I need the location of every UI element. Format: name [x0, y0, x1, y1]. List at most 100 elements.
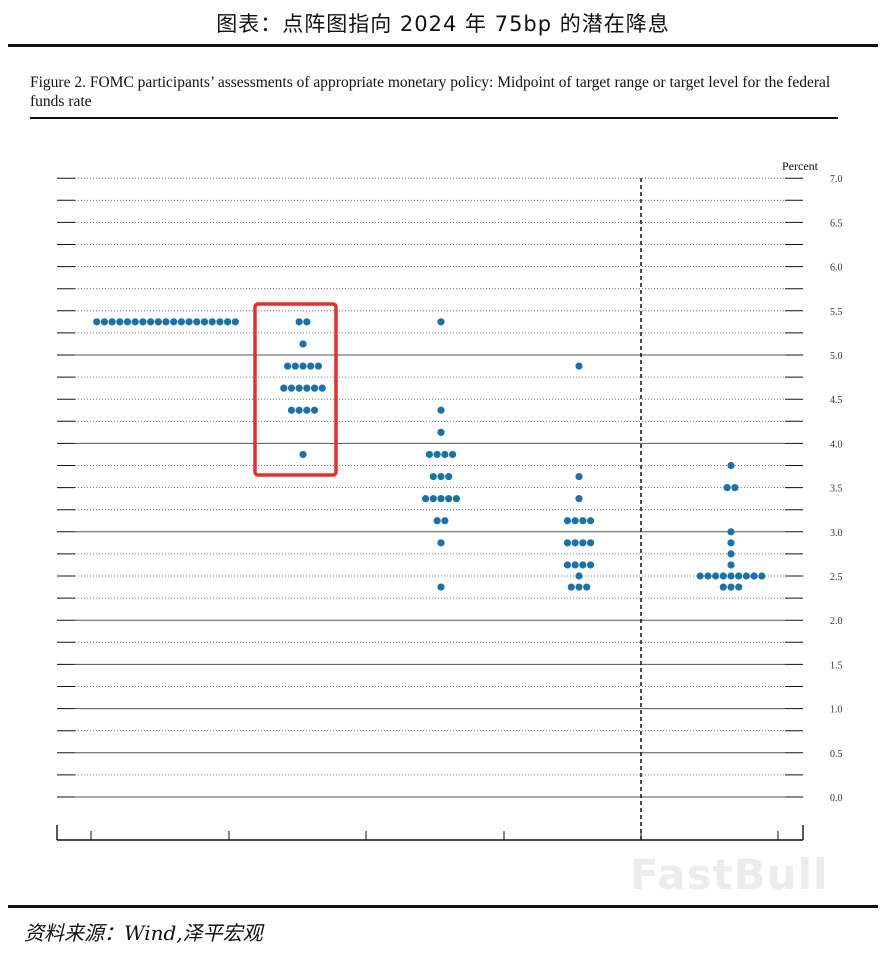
- participant-dot: [429, 472, 437, 481]
- participant-dot: [586, 539, 595, 547]
- participant-dot: [310, 384, 319, 392]
- participant-dot: [563, 561, 572, 569]
- highlight-box-2024: [253, 302, 338, 477]
- participant-dot: [314, 362, 322, 370]
- participant-dot: [437, 406, 445, 414]
- participant-dot: [177, 318, 185, 326]
- participant-dot: [299, 362, 307, 370]
- y-tick-label: 5.0: [830, 351, 843, 362]
- participant-dot: [200, 318, 209, 326]
- participant-dot: [583, 583, 591, 591]
- participant-dot: [299, 450, 307, 459]
- participant-dot: [284, 362, 292, 370]
- participant-dot: [303, 384, 311, 392]
- participant-dot: [445, 495, 453, 503]
- participant-dot: [567, 583, 575, 591]
- participant-dot: [563, 517, 572, 525]
- title-rule: [8, 44, 878, 47]
- participant-dot: [108, 318, 116, 326]
- participant-dot: [295, 318, 303, 326]
- participant-dots: [93, 318, 766, 591]
- participant-dot: [318, 384, 326, 392]
- participant-dot: [727, 561, 735, 569]
- grid-lines: [57, 177, 803, 798]
- source-note: 资料来源：Wind,泽平宏观: [24, 921, 263, 945]
- figure-caption: Figure 2. FOMC participants’ assessments…: [30, 74, 831, 110]
- y-tick-label: 4.0: [830, 439, 843, 450]
- participant-dot: [727, 461, 735, 470]
- participant-dot: [147, 318, 155, 326]
- participant-dot: [575, 362, 583, 370]
- participant-dot: [429, 495, 437, 503]
- participant-dot: [704, 572, 712, 580]
- participant-dot: [123, 318, 132, 326]
- participant-dot: [696, 572, 704, 580]
- participant-dot: [575, 495, 583, 503]
- participant-dot: [433, 517, 441, 525]
- participant-dot: [287, 406, 296, 414]
- participant-dot: [116, 318, 124, 326]
- participant-dot: [727, 583, 735, 591]
- participant-dot: [425, 450, 434, 459]
- participant-dot: [735, 572, 743, 580]
- y-tick-label: 5.5: [830, 307, 843, 318]
- y-tick-label: 1.5: [830, 660, 843, 671]
- y-tick-label: 0.0: [830, 793, 843, 804]
- participant-dot: [586, 517, 595, 525]
- participant-dot: [719, 572, 727, 580]
- participant-dot: [437, 318, 445, 326]
- y-tick-label: 4.5: [830, 395, 843, 406]
- participant-dot: [162, 318, 170, 326]
- participant-dot: [719, 583, 727, 591]
- participant-dot: [231, 318, 239, 326]
- participant-dot: [307, 362, 315, 370]
- participant-dot: [437, 539, 445, 547]
- participant-dot: [727, 539, 735, 547]
- y-tick-label: 3.5: [830, 484, 843, 495]
- participant-dot: [575, 572, 583, 580]
- participant-dot: [723, 484, 731, 492]
- participant-dot: [437, 583, 445, 591]
- y-tick-label: 7.0: [830, 174, 843, 185]
- participant-dot: [303, 406, 311, 414]
- y-tick-label: 3.0: [830, 528, 843, 539]
- dot-plot-chart: 0.0 0.5 1.0 1.5 2.0 2.5 3.0 3.5 4.0 4.5 5.0 5.5 6.0 6…: [56, 159, 843, 841]
- footer-rule: [8, 905, 878, 908]
- participant-dot: [100, 318, 108, 326]
- caption-rule: [30, 117, 838, 119]
- participant-dot: [437, 495, 445, 503]
- participant-dot: [303, 318, 311, 326]
- participant-dot: [571, 561, 579, 569]
- participant-dot: [139, 318, 147, 326]
- participant-dot: [433, 450, 441, 459]
- participant-dot: [579, 517, 587, 525]
- page-title: 图表：点阵图指向 2024 年 75bp 的潜在降息: [216, 12, 670, 36]
- participant-dot: [452, 495, 460, 503]
- y-tick-label: 6.5: [830, 218, 843, 229]
- participant-dot: [441, 450, 449, 459]
- participant-dot: [571, 517, 579, 525]
- y-tick-label: 6.0: [830, 263, 843, 274]
- participant-dot: [131, 318, 139, 326]
- participant-dot: [154, 318, 162, 326]
- participant-dot: [93, 318, 101, 326]
- participant-dot: [208, 318, 216, 326]
- participant-dot: [448, 450, 457, 459]
- participant-dot: [295, 384, 303, 392]
- participant-dot: [445, 472, 453, 481]
- participant-dot: [571, 539, 579, 547]
- participant-dot: [437, 428, 445, 436]
- participant-dot: [299, 340, 307, 348]
- participant-dot: [586, 561, 595, 569]
- participant-dot: [727, 572, 735, 580]
- participant-dot: [422, 495, 430, 503]
- participant-dot: [575, 472, 583, 481]
- participant-dot: [731, 484, 739, 492]
- participant-dot: [563, 539, 572, 547]
- participant-dot: [579, 539, 587, 547]
- participant-dot: [579, 561, 587, 569]
- y-axis-unit-label: Percent: [782, 159, 819, 173]
- y-tick-label: 0.5: [830, 749, 843, 760]
- participant-dot: [280, 384, 288, 392]
- participant-dot: [216, 318, 224, 326]
